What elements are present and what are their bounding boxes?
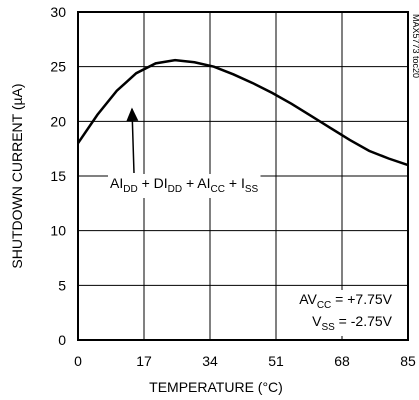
y-tick-label: 5: [58, 277, 66, 293]
x-tick-label: 68: [334, 353, 350, 369]
y-tick-label: 0: [58, 332, 66, 348]
annotation: AIDD + DIDD + AICC + ISS: [110, 175, 259, 195]
subscript: SS: [245, 184, 259, 195]
label-background: [108, 174, 261, 198]
label-background: [310, 312, 395, 336]
x-tick-label: 85: [400, 353, 416, 369]
label-text: = +7.75V: [331, 291, 392, 307]
subscript: DD: [123, 184, 137, 195]
label-text: = -2.75V: [335, 313, 393, 329]
y-tick-label: 15: [50, 168, 66, 184]
label-text: + DI: [138, 175, 168, 191]
subscript: CC: [317, 300, 331, 311]
label-text: AI: [110, 175, 123, 191]
x-tick-label: 17: [136, 353, 152, 369]
y-axis-label: SHUTDOWN CURRENT (µA): [9, 83, 25, 268]
annotation-arrow: [126, 107, 139, 174]
x-axis-label: TEMPERATURE (°C): [149, 379, 283, 395]
subscript: SS: [321, 322, 335, 333]
x-tick-label: 51: [268, 353, 284, 369]
label-text: V: [312, 313, 322, 329]
y-tick-label: 25: [50, 59, 66, 75]
y-tick-label: 30: [50, 4, 66, 20]
subscript: CC: [211, 184, 225, 195]
x-tick-label: 34: [202, 353, 218, 369]
data-line: [76, 58, 409, 167]
annotation: AVCC = +7.75V: [299, 291, 392, 311]
x-tick-label: 0: [74, 353, 82, 369]
plot-frame: [77, 11, 409, 341]
y-tick-label: 20: [50, 113, 66, 129]
annotation: VSS = -2.75V: [312, 313, 393, 333]
label-background: [297, 290, 395, 314]
label-text: AV: [299, 291, 317, 307]
label-text: + I: [225, 175, 245, 191]
y-tick-label: 10: [50, 223, 66, 239]
figure-code: MAX5773 toc20: [411, 14, 419, 78]
subscript: DD: [168, 184, 182, 195]
label-text: + AI: [182, 175, 210, 191]
